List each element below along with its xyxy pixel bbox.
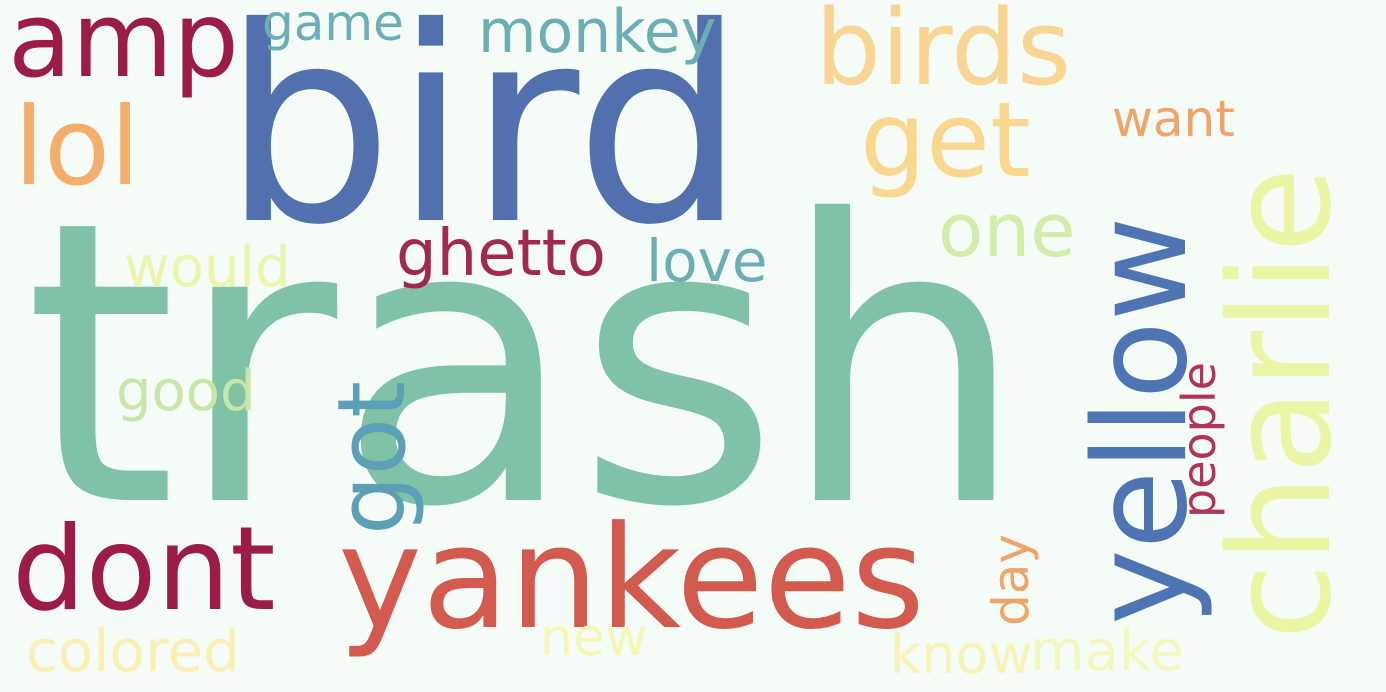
word-charlie: charlie	[1200, 167, 1363, 640]
word-game: game	[262, 0, 404, 52]
word-amp: amp	[8, 0, 240, 101]
word-bird: bird	[222, 0, 747, 284]
word-dont: dont	[12, 502, 276, 637]
word-make: make	[1030, 619, 1184, 684]
word-lol: lol	[14, 85, 141, 210]
word-people: people	[1172, 362, 1226, 518]
word-get: get	[860, 79, 1031, 201]
word-good: good	[116, 359, 256, 424]
word-one: one	[938, 188, 1076, 274]
word-birds: birds	[815, 0, 1072, 109]
word-love: love	[646, 227, 768, 295]
word-know: know	[890, 623, 1033, 686]
word-would: would	[124, 235, 291, 300]
word-yankees: yankees	[338, 496, 925, 661]
word-colored: colored	[26, 617, 241, 685]
word-trash: trash	[24, 138, 1027, 592]
word-day: day	[982, 534, 1040, 626]
word-got: got	[318, 380, 427, 535]
word-new: new	[540, 608, 648, 668]
word-want: want	[1112, 90, 1235, 148]
word-ghetto: ghetto	[396, 217, 606, 291]
word-monkey: monkey	[478, 0, 717, 67]
